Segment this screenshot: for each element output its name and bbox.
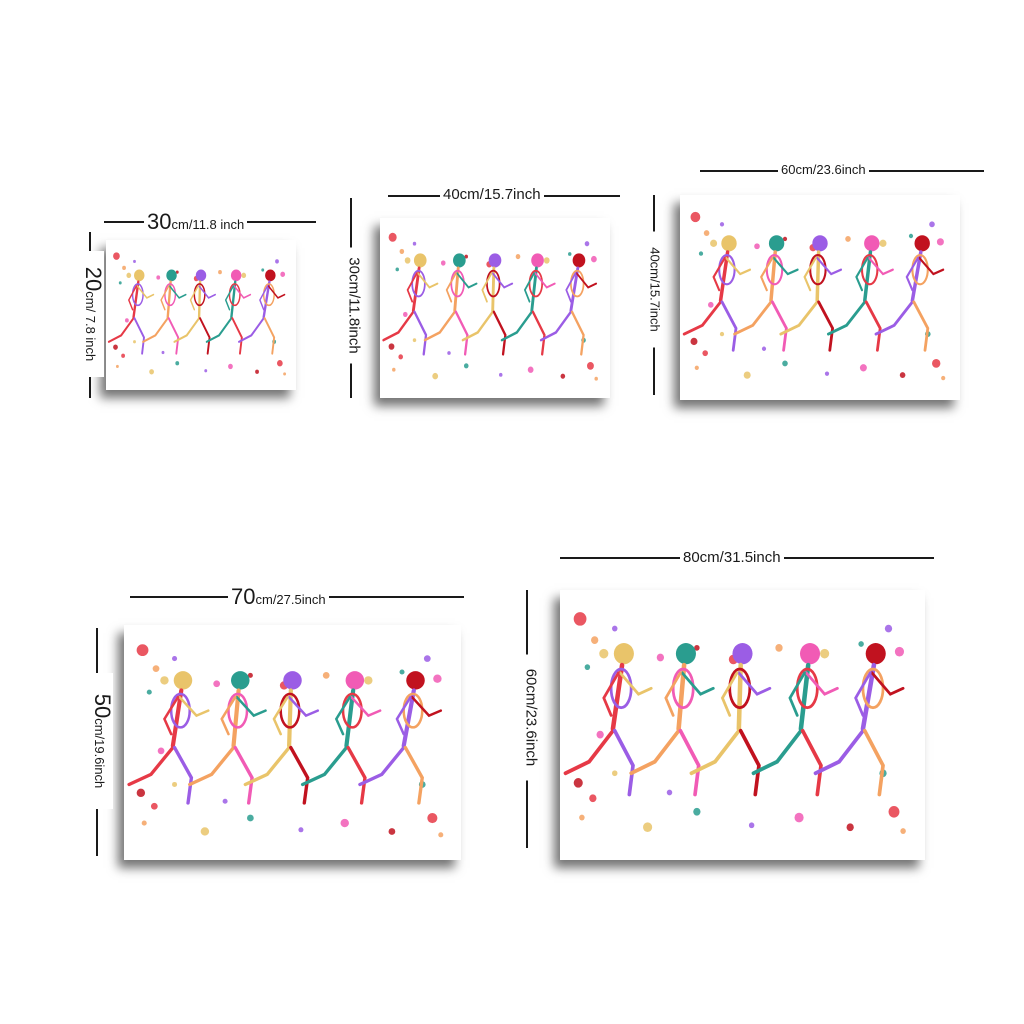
- width-number: 30: [147, 209, 172, 234]
- width-label-30: 30cm/11.8 inch: [144, 209, 248, 234]
- canvas-preview-30x20: [106, 240, 296, 390]
- width-unit: cm/27.5inch: [255, 592, 326, 607]
- width-label-80: 80cm/31.5inch: [680, 550, 784, 565]
- width-label-60: 60cm/23.6inch: [778, 163, 869, 176]
- height-number: 50: [90, 693, 115, 719]
- canvas-preview-40x30: [380, 218, 610, 398]
- height-unit: cm/ 7.8 inch: [83, 291, 98, 362]
- running-skeletons-icon: [563, 612, 906, 834]
- running-skeletons-icon: [107, 252, 287, 376]
- width-number: 70: [231, 584, 256, 609]
- height-number: 20: [81, 266, 106, 292]
- height-label-20: 20cm/ 7.8 inch: [81, 251, 106, 377]
- canvas-preview-70x50: [124, 625, 461, 860]
- running-skeletons-icon: [382, 232, 598, 381]
- height-label-60: 60cm/23.6inch: [523, 654, 540, 781]
- running-skeletons-icon: [682, 211, 946, 381]
- height-unit: cm/19.6inch: [92, 718, 107, 789]
- height-label-40: 40cm/15.7inch: [648, 231, 663, 348]
- running-skeletons-icon: [127, 644, 444, 838]
- height-label-50: 50cm/19.6inch: [90, 673, 115, 809]
- width-unit: cm/11.8 inch: [171, 217, 245, 232]
- width-label-40: 40cm/15.7inch: [440, 187, 544, 202]
- height-label-30: 30cm/11.8inch: [346, 247, 363, 364]
- canvas-preview-60x40: [680, 195, 960, 400]
- width-label-70: 70cm/27.5inch: [228, 586, 329, 608]
- canvas-preview-80x60: [560, 590, 925, 860]
